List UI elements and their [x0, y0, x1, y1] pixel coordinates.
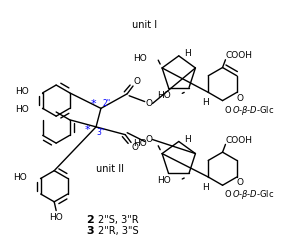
Text: 2: 2	[86, 215, 94, 225]
Text: H: H	[185, 49, 191, 58]
Text: COOH: COOH	[225, 51, 252, 60]
Text: HO: HO	[133, 54, 147, 63]
Text: 2"R, 3"S: 2"R, 3"S	[98, 226, 139, 236]
Text: HO: HO	[15, 87, 29, 96]
Text: *: *	[90, 99, 96, 110]
Text: O: O	[224, 106, 231, 115]
Text: HO: HO	[13, 173, 27, 182]
Text: $O$-$\it{\beta}$-$\it{D}$-Glc: $O$-$\it{\beta}$-$\it{D}$-Glc	[232, 104, 275, 117]
Text: 3: 3	[86, 226, 94, 236]
Text: $O$-$\it{\beta}$-$\it{D}$-Glc: $O$-$\it{\beta}$-$\it{D}$-Glc	[232, 188, 275, 201]
Text: O: O	[145, 135, 152, 144]
Text: O: O	[224, 191, 231, 199]
Text: HO: HO	[49, 212, 63, 221]
Text: COOH: COOH	[225, 136, 252, 145]
Text: HO: HO	[15, 105, 29, 114]
Text: O: O	[131, 143, 139, 152]
Text: H: H	[202, 183, 209, 192]
Text: 2"S, 3"R: 2"S, 3"R	[98, 215, 139, 225]
Text: HO: HO	[133, 139, 147, 148]
Text: O: O	[236, 94, 243, 103]
Text: H: H	[185, 135, 191, 144]
Text: O: O	[133, 77, 140, 86]
Text: O: O	[236, 178, 243, 187]
Text: 3": 3"	[96, 128, 105, 137]
Text: H: H	[202, 98, 209, 107]
Text: O: O	[145, 99, 152, 108]
Text: *: *	[84, 125, 90, 135]
Text: 2": 2"	[103, 99, 111, 108]
Text: unit II: unit II	[96, 164, 124, 174]
Text: HO: HO	[157, 91, 171, 100]
Text: unit I: unit I	[132, 20, 157, 30]
Text: HO: HO	[157, 176, 171, 185]
